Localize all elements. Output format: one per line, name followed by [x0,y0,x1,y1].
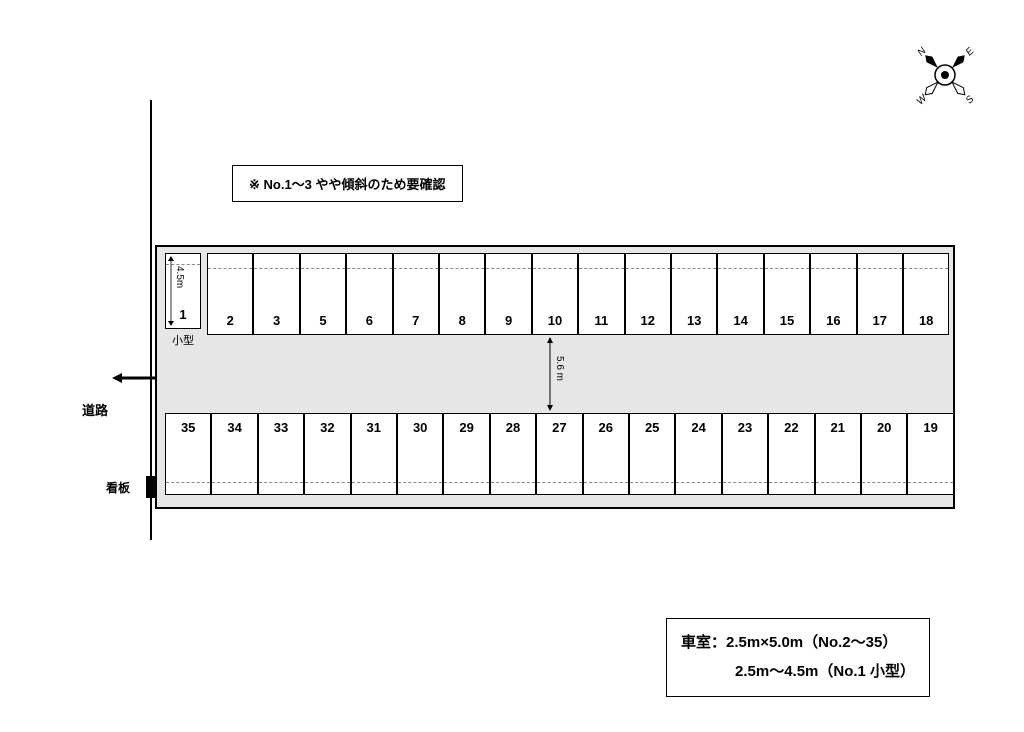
parking-space: 26 [583,413,629,495]
space-number: 22 [784,420,798,435]
parking-space: 24 [675,413,721,495]
parking-space: 19 [907,413,953,495]
parking-space: 22 [768,413,814,495]
space1-dim-label: 4.5m [174,266,185,288]
parking-space: 32 [304,413,350,495]
parking-space: 2 [207,253,253,335]
parking-space: 8 [439,253,485,335]
parking-space: 13 [671,253,717,335]
info-line2: 2.5m～4.5m（No.1 小型） [681,658,915,687]
parking-space: 16 [810,253,856,335]
space-number: 10 [548,313,562,328]
info-line1: 車室：2.5m×5.0m（No.2～35） [681,629,915,658]
parking-space: 3 [253,253,299,335]
svg-text:E: E [964,46,977,59]
space-number: 29 [459,420,473,435]
parking-space: 27 [536,413,582,495]
aisle-dim-arrow-icon [546,337,554,411]
svg-text:S: S [964,94,977,107]
space-number: 27 [552,420,566,435]
space-number: 21 [831,420,845,435]
parking-space: 28 [490,413,536,495]
signboard-icon [146,476,155,498]
space-number: 9 [505,313,512,328]
space-number: 1 [179,307,186,322]
space-number: 30 [413,420,427,435]
parking-space: 33 [258,413,304,495]
space-number: 26 [599,420,613,435]
parking-space: 35 [165,413,211,495]
parking-space: 5 [300,253,346,335]
parking-space: 29 [443,413,489,495]
space-number: 32 [320,420,334,435]
space-number: 11 [595,313,609,328]
space-number: 15 [780,313,794,328]
info-box: 車室：2.5m×5.0m（No.2～35） 2.5m～4.5m（No.1 小型） [666,618,930,697]
note-text: ※ No.1～3 やや傾斜のため要確認 [249,177,446,192]
note-box: ※ No.1～3 やや傾斜のため要確認 [232,165,463,202]
parking-space: 31 [351,413,397,495]
parking-space: 6 [346,253,392,335]
space-number: 31 [367,420,381,435]
space-number: 5 [319,313,326,328]
space-number: 35 [181,420,195,435]
space1-dim-arrow-icon [168,256,174,326]
aisle-dim-label: 5.6 m [554,356,565,381]
space-number: 28 [506,420,520,435]
parking-space: 15 [764,253,810,335]
parking-space: 7 [393,253,439,335]
space-number: 20 [877,420,891,435]
diagram-canvas: N E S W ※ No.1～3 やや傾斜のため要確認 道路 出入口 看板 1 … [0,0,1024,732]
space-number: 8 [459,313,466,328]
parking-space: 18 [903,253,949,335]
space-number: 3 [273,313,280,328]
parking-space: 9 [485,253,531,335]
space-number: 19 [923,420,937,435]
road-label: 道路 [82,400,108,419]
parking-space: 21 [815,413,861,495]
space-number: 23 [738,420,752,435]
parking-space: 10 [532,253,578,335]
space-number: 13 [687,313,701,328]
space-number: 24 [691,420,705,435]
space-number: 2 [227,313,234,328]
parking-space: 20 [861,413,907,495]
space-number: 12 [641,313,655,328]
parking-space: 17 [857,253,903,335]
parking-space: 25 [629,413,675,495]
space-number: 18 [919,313,933,328]
space-number: 16 [826,313,840,328]
space-number: 25 [645,420,659,435]
space-number: 6 [366,313,373,328]
compass-icon: N E S W [905,35,985,115]
small-type-label: 小型 [172,332,194,348]
parking-space: 14 [717,253,763,335]
parking-space: 11 [578,253,624,335]
space-number: 14 [733,313,747,328]
space-number: 17 [873,313,887,328]
space-number: 7 [412,313,419,328]
parking-space: 23 [722,413,768,495]
sign-label: 看板 [106,479,130,496]
space-number: 33 [274,420,288,435]
road-line [150,100,152,540]
parking-space: 34 [211,413,257,495]
parking-space: 30 [397,413,443,495]
space-number: 34 [227,420,241,435]
parking-space: 12 [625,253,671,335]
